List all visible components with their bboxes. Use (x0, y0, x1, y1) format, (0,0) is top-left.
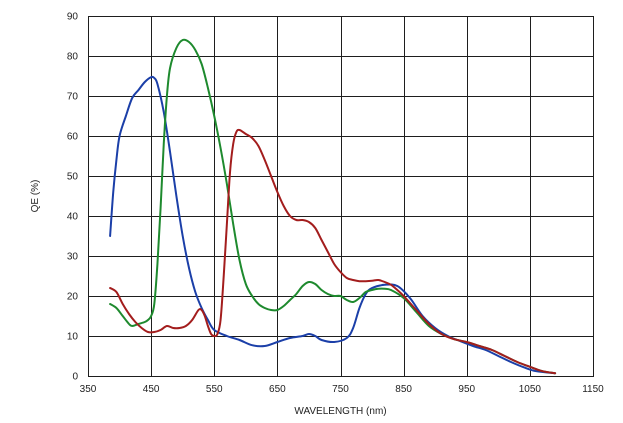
x-tick-labels: 350 450 550 650 750 850 950 1050 1150 (80, 384, 605, 395)
series-line-3 (109, 128, 557, 375)
plot-frame (87, 15, 595, 378)
y-tick-labels: 0 10 20 30 40 50 60 70 80 90 (67, 12, 79, 383)
x-axis-title: WAVELENGTH (nm) (294, 406, 386, 417)
x-tick-label: 350 (80, 384, 97, 395)
y-tick-label: 40 (67, 212, 79, 223)
x-tick-label: 1050 (519, 384, 542, 395)
y-tick-label: 30 (67, 252, 79, 263)
y-tick-label: 60 (67, 132, 79, 143)
y-tick-label: 70 (67, 92, 79, 103)
y-tick-label: 10 (67, 332, 79, 343)
y-tick-label: 90 (67, 12, 79, 23)
x-tick-label: 650 (269, 384, 286, 395)
y-tick-label: 80 (67, 52, 79, 63)
grid (88, 16, 593, 376)
x-tick-label: 750 (332, 384, 349, 395)
x-tick-label: 450 (143, 384, 160, 395)
y-tick-label: 20 (67, 292, 79, 303)
x-tick-label: 550 (206, 384, 223, 395)
x-tick-label: 1150 (582, 384, 604, 395)
y-tick-label: 0 (72, 372, 78, 383)
x-tick-label: 850 (395, 384, 412, 395)
y-tick-label: 50 (67, 172, 79, 183)
series-lines (109, 38, 557, 375)
x-tick-label: 950 (458, 384, 475, 395)
y-axis-title: QE (%) (30, 180, 41, 213)
series-line-2 (109, 38, 557, 375)
